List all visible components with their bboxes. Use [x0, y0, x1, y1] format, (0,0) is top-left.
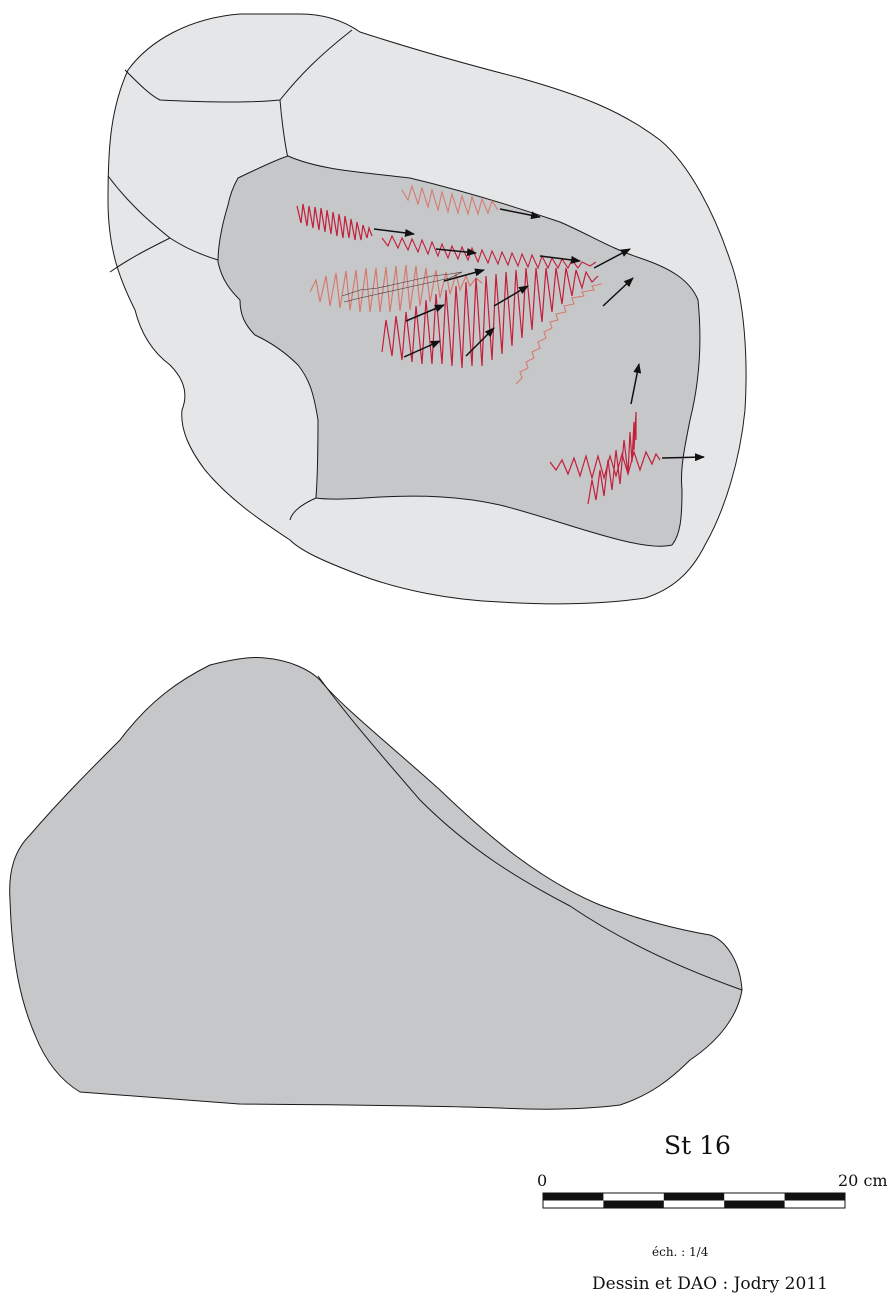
wear-traces	[296, 184, 661, 505]
scale-end-label: 20 cm	[838, 1171, 887, 1190]
motion-arrow	[630, 363, 642, 405]
scale-bar	[542, 1192, 846, 1209]
facet-line	[109, 237, 219, 273]
stone-profile	[9, 657, 743, 1110]
credit-line: Dessin et DAO : Jodry 2011	[592, 1274, 828, 1294]
motion-arrow	[593, 248, 631, 269]
motion-arrow	[405, 304, 445, 322]
motion-arrow	[602, 277, 634, 307]
trace-strong	[381, 234, 597, 270]
trace-dark	[341, 271, 463, 303]
scale-segment	[784, 1193, 845, 1201]
trace-light	[309, 264, 483, 313]
motion-arrow	[443, 268, 485, 282]
scale-ratio-label: éch. : 1/4	[652, 1245, 709, 1259]
scale-segment	[663, 1193, 725, 1201]
motion-arrow	[661, 453, 705, 462]
facet-line	[107, 175, 171, 239]
trace-strong	[587, 411, 637, 505]
scale-segment	[603, 1200, 664, 1208]
trace-light	[515, 283, 603, 385]
scale-segment	[543, 1193, 604, 1201]
motion-arrow	[373, 228, 415, 237]
motion-arrow	[493, 285, 529, 307]
scale-segment	[724, 1200, 785, 1208]
motion-arrow	[465, 327, 495, 357]
motion-arrow	[435, 248, 477, 257]
scale-start-label: 0	[537, 1171, 548, 1190]
trace-strong	[296, 203, 373, 241]
figure-label: St 16	[664, 1131, 731, 1160]
motion-arrows	[373, 208, 705, 462]
profile-ridge-line	[317, 675, 743, 991]
trace-strong	[549, 449, 661, 481]
motion-arrow	[403, 340, 441, 358]
motion-arrow	[539, 255, 581, 264]
trace-light	[401, 184, 499, 217]
motion-arrow	[499, 208, 541, 220]
facet-line	[124, 69, 281, 103]
facet-line	[279, 29, 353, 159]
